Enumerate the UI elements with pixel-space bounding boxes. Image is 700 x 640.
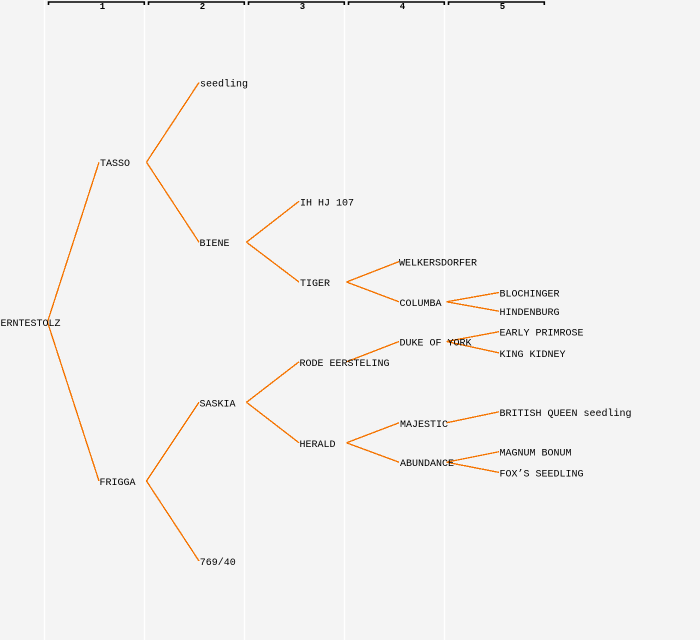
- svg-text:EARLY PRIMROSE: EARLY PRIMROSE: [500, 329, 584, 340]
- svg-text:BRITISH QUEEN seedling: BRITISH QUEEN seedling: [500, 408, 632, 420]
- svg-text:WELKERSDORFER: WELKERSDORFER: [399, 259, 477, 270]
- svg-text:COLUMBA: COLUMBA: [400, 299, 442, 310]
- svg-text:BIENE: BIENE: [200, 239, 230, 250]
- svg-text:3: 3: [300, 2, 305, 12]
- svg-text:BLOCHINGER: BLOCHINGER: [500, 290, 560, 301]
- svg-text:seedling: seedling: [200, 79, 248, 91]
- svg-text:MAJESTIC: MAJESTIC: [400, 420, 448, 431]
- svg-text:769/40: 769/40: [200, 557, 236, 569]
- svg-text:TASSO: TASSO: [100, 159, 130, 170]
- svg-text:SASKIA: SASKIA: [200, 399, 236, 410]
- svg-text:MAGNUM BONUM: MAGNUM BONUM: [500, 449, 572, 460]
- svg-text:IH HJ 107: IH HJ 107: [300, 198, 354, 209]
- svg-text:5: 5: [500, 2, 505, 12]
- svg-text:FRIGGA: FRIGGA: [100, 478, 136, 489]
- svg-text:ERNTESTOLZ: ERNTESTOLZ: [1, 319, 61, 330]
- svg-text:KING KIDNEY: KING KIDNEY: [500, 350, 566, 361]
- svg-text:FOX’S SEEDLING: FOX’S SEEDLING: [500, 468, 584, 480]
- svg-text:4: 4: [400, 2, 406, 12]
- svg-text:TIGER: TIGER: [300, 279, 330, 290]
- svg-text:ABUNDANCE: ABUNDANCE: [400, 459, 454, 470]
- svg-text:DUKE OF YORK: DUKE OF YORK: [400, 339, 472, 350]
- svg-text:RODE EERSTELING: RODE EERSTELING: [300, 359, 390, 370]
- svg-text:1: 1: [100, 2, 106, 12]
- svg-text:2: 2: [200, 2, 205, 12]
- svg-text:HINDENBURG: HINDENBURG: [500, 308, 560, 319]
- svg-text:HERALD: HERALD: [300, 440, 336, 451]
